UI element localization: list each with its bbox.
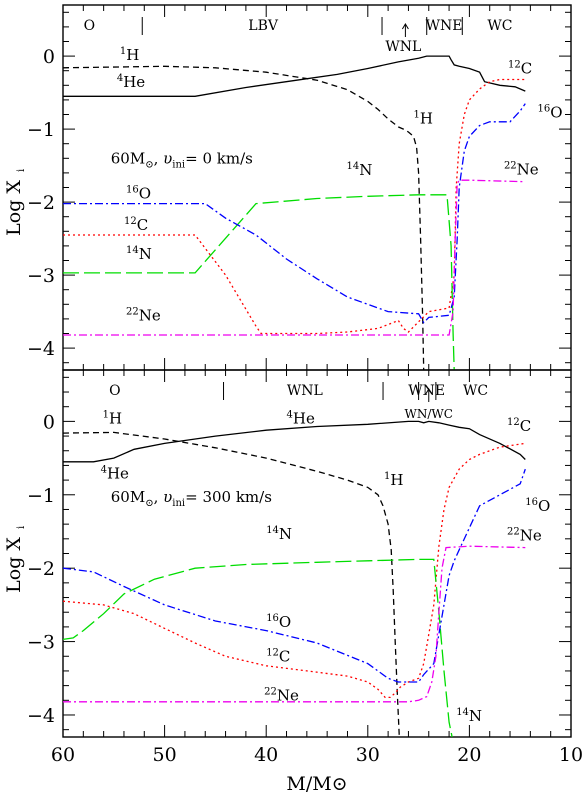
model-label: 60M⊙, υini= 300 km/s bbox=[111, 488, 272, 509]
isotope-label-c12: 12C bbox=[266, 647, 290, 665]
y-tick-label: −4 bbox=[27, 705, 55, 727]
isotope-label-n14: 14N bbox=[456, 707, 482, 725]
isotope-label-ne22: 22Ne bbox=[504, 160, 539, 178]
isotope-label-he4: 4He bbox=[101, 465, 129, 483]
y-tick-label: −1 bbox=[27, 485, 55, 507]
isotope-label-o16: 16O bbox=[537, 103, 562, 121]
isotope-label-o16: 16O bbox=[126, 184, 151, 202]
isotope-label-o16: 16O bbox=[525, 497, 550, 515]
isotope-label-n14: 14N bbox=[126, 245, 152, 263]
y-axis-label-top-sub: i bbox=[16, 169, 27, 172]
isotope-label-n14: 14N bbox=[346, 161, 372, 179]
isotope-label-h1: 1H bbox=[414, 109, 433, 127]
series-4he bbox=[63, 420, 526, 463]
isotope-label-he4: 4He bbox=[287, 410, 315, 428]
phase-arrow-head bbox=[401, 23, 409, 30]
isotope-label-h1: 1H bbox=[120, 46, 139, 64]
chart-panel-2: 0 −1 −2 −3 −4 60 50 40 30 20 10 O WNL WNE WC WN/WC 1H 4He… bbox=[27, 369, 583, 766]
x-tick-label: 20 bbox=[457, 744, 481, 766]
isotope-label-ne22: 22Ne bbox=[264, 686, 299, 704]
y-tick-label: 0 bbox=[43, 46, 55, 68]
x-tick-label: 60 bbox=[51, 744, 75, 766]
y-tick-label: −4 bbox=[27, 338, 55, 360]
isotope-label-c12: 12C bbox=[508, 60, 532, 78]
phase-label-o: O bbox=[109, 383, 120, 399]
x-tick-label: 40 bbox=[254, 744, 278, 766]
isotope-label-ne22: 22Ne bbox=[126, 306, 161, 324]
series-14n bbox=[63, 558, 453, 737]
plot-frame bbox=[62, 369, 572, 738]
series-12c bbox=[63, 78, 526, 335]
series-12c bbox=[63, 442, 526, 699]
y-axis-label-top: Log X bbox=[3, 180, 25, 236]
series-22ne bbox=[63, 179, 526, 336]
series-group bbox=[63, 55, 526, 370]
phase-arrow-label: WN/WC bbox=[405, 407, 453, 421]
isotope-label-o16: 16O bbox=[266, 613, 291, 631]
chart-panel-1: 0 −1 −2 −3 −4 O LBV WNE WC WNL 1H 4He 1H 12C 16O 22Ne 14… bbox=[27, 4, 572, 371]
phase-label-o: O bbox=[84, 18, 95, 34]
y-tick-label: −2 bbox=[27, 558, 55, 580]
y-tick-label: −3 bbox=[27, 632, 55, 654]
phase-label-wnl: WNL bbox=[287, 383, 323, 399]
series-22ne bbox=[63, 545, 526, 703]
x-tick-label: 10 bbox=[559, 744, 583, 766]
model-label: 60M⊙, υini= 0 km/s bbox=[111, 149, 253, 170]
y-axis-label-bottom: Log X bbox=[3, 537, 25, 593]
series-4he bbox=[63, 55, 526, 97]
isotope-label-c12: 12C bbox=[124, 216, 148, 234]
isotope-label-he4: 4He bbox=[117, 73, 145, 91]
isotope-label-n14: 14N bbox=[266, 525, 292, 543]
y-tick-label: −2 bbox=[27, 192, 55, 214]
y-tick-label: −3 bbox=[27, 265, 55, 287]
isotope-label-ne22: 22Ne bbox=[507, 526, 542, 544]
phase-arrow-head bbox=[425, 388, 433, 395]
series-16o bbox=[63, 103, 526, 324]
phase-label-wne: WNE bbox=[408, 383, 445, 399]
series-14n bbox=[63, 194, 455, 370]
phase-label-lbv: LBV bbox=[248, 18, 279, 34]
series-16o bbox=[63, 468, 526, 683]
x-axis-label: M/M⊙ bbox=[286, 773, 347, 795]
phase-label-wc: WC bbox=[487, 18, 512, 34]
isotope-label-c12: 12C bbox=[507, 417, 531, 435]
phase-arrow-label: WNL bbox=[385, 39, 421, 55]
y-tick-label: 0 bbox=[43, 411, 55, 433]
y-axis-label-bottom-sub: i bbox=[16, 526, 27, 529]
phase-label-wne: WNE bbox=[426, 18, 463, 34]
y-tick-label: −1 bbox=[27, 119, 55, 141]
x-tick-label: 30 bbox=[356, 744, 380, 766]
isotope-label-h1: 1H bbox=[103, 410, 122, 428]
series-group bbox=[63, 420, 526, 737]
phase-label-wc: WC bbox=[463, 383, 488, 399]
isotope-label-h1: 1H bbox=[384, 471, 403, 489]
series-1h bbox=[63, 65, 425, 370]
x-tick-label: 50 bbox=[153, 744, 177, 766]
